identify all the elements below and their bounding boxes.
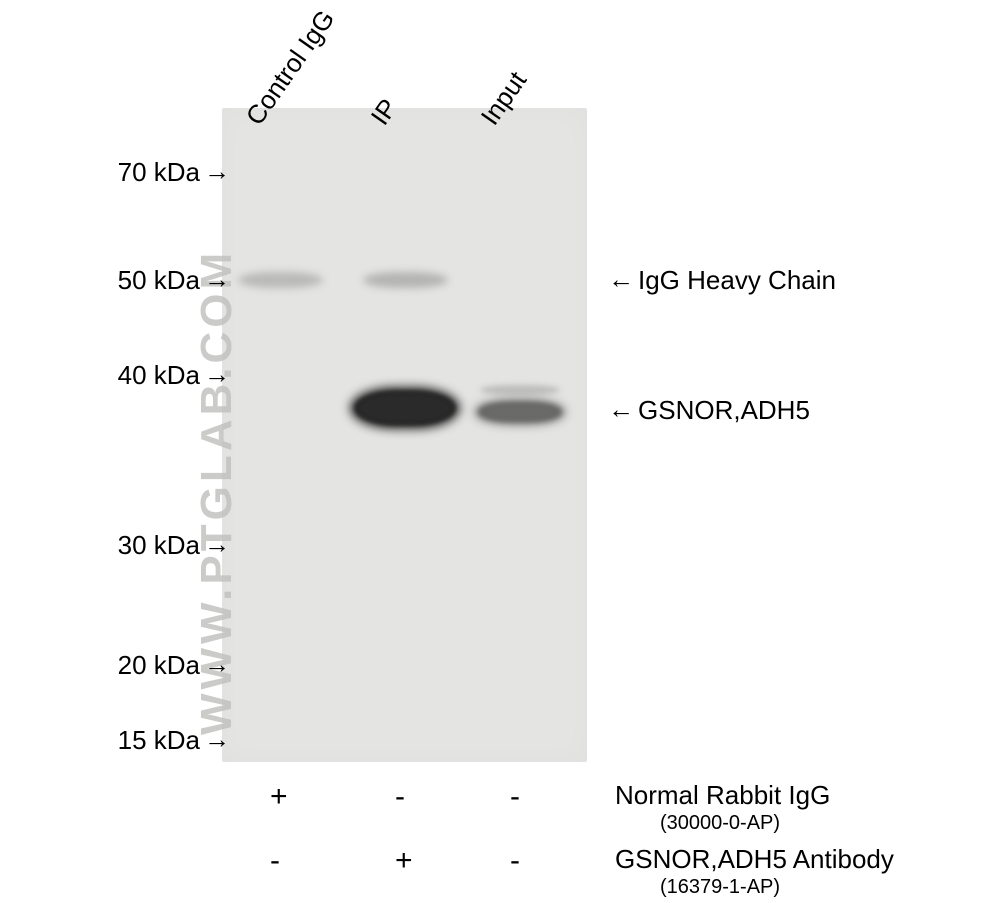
arrow-right-icon: → — [204, 156, 230, 187]
matrix-cell: - — [510, 780, 520, 814]
matrix-cell: - — [395, 780, 405, 814]
mw-label: 30 kDa — [118, 530, 200, 561]
arrow-right-icon: → — [204, 724, 230, 755]
figure-container: WWW.PTGLAB.COM Control IgGIPInput 70 kDa… — [0, 0, 1000, 903]
mw-label: 40 kDa — [118, 360, 200, 391]
mw-label: 70 kDa — [118, 157, 200, 188]
arrow-right-icon: → — [204, 359, 230, 390]
mw-label: 15 kDa — [118, 725, 200, 756]
arrow-right-icon: → — [204, 529, 230, 560]
matrix-row-sublabel: (30000-0-AP) — [660, 812, 780, 835]
arrow-left-icon: ← — [608, 264, 634, 295]
arrow-left-icon: ← — [608, 394, 634, 425]
matrix-row-sublabel: (16379-1-AP) — [660, 876, 780, 899]
matrix-row-label: GSNOR,ADH5 Antibody — [615, 844, 894, 875]
mw-label: 20 kDa — [118, 650, 200, 681]
watermark-text: WWW.PTGLAB.COM — [192, 115, 242, 735]
gel-band — [363, 272, 448, 288]
matrix-cell: + — [270, 780, 288, 814]
arrow-right-icon: → — [204, 264, 230, 295]
gel-band — [475, 400, 565, 424]
matrix-cell: + — [395, 844, 413, 878]
matrix-row-label: Normal Rabbit IgG — [615, 780, 830, 811]
gel-band — [238, 272, 323, 288]
gel-band — [350, 387, 460, 429]
matrix-cell: - — [270, 844, 280, 878]
gel-band — [480, 385, 560, 395]
matrix-cell: - — [510, 844, 520, 878]
band-label: IgG Heavy Chain — [638, 265, 836, 296]
band-label: GSNOR,ADH5 — [638, 395, 810, 426]
mw-label: 50 kDa — [118, 265, 200, 296]
gel-area — [222, 108, 587, 762]
arrow-right-icon: → — [204, 649, 230, 680]
